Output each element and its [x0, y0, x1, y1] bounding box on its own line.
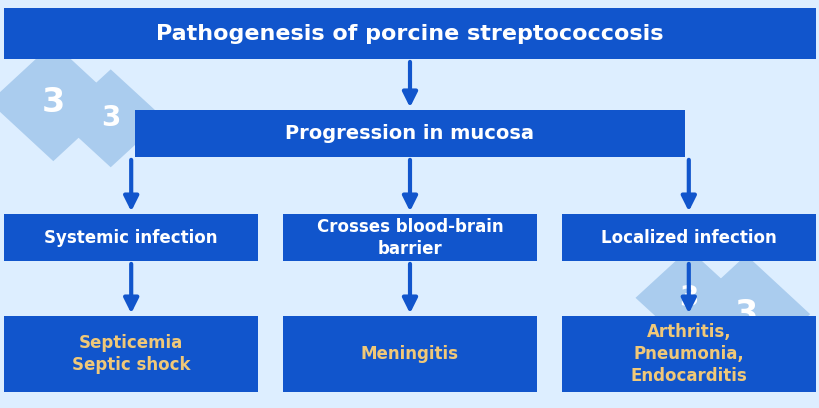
- Text: 3: 3: [101, 104, 120, 132]
- Text: 3: 3: [734, 298, 757, 330]
- FancyBboxPatch shape: [4, 214, 258, 261]
- Text: Localized infection: Localized infection: [600, 228, 776, 247]
- FancyBboxPatch shape: [4, 316, 258, 392]
- Text: Crosses blood-brain
barrier: Crosses blood-brain barrier: [316, 217, 503, 258]
- Text: Meningitis: Meningitis: [360, 345, 459, 363]
- FancyBboxPatch shape: [4, 8, 815, 59]
- Text: Progression in mucosa: Progression in mucosa: [285, 124, 534, 143]
- Text: Arthritis,
Pneumonia,
Endocarditis: Arthritis, Pneumonia, Endocarditis: [630, 323, 746, 385]
- Polygon shape: [635, 249, 741, 347]
- Text: Pathogenesis of porcine streptococcosis: Pathogenesis of porcine streptococcosis: [156, 24, 663, 44]
- Polygon shape: [0, 43, 117, 161]
- FancyBboxPatch shape: [135, 110, 684, 157]
- Text: 3: 3: [42, 86, 65, 118]
- FancyBboxPatch shape: [283, 316, 536, 392]
- FancyBboxPatch shape: [283, 214, 536, 261]
- Polygon shape: [681, 255, 809, 373]
- FancyBboxPatch shape: [561, 214, 815, 261]
- FancyBboxPatch shape: [561, 316, 815, 392]
- Text: 3: 3: [678, 284, 698, 312]
- Polygon shape: [57, 69, 164, 167]
- Text: Systemic infection: Systemic infection: [44, 228, 218, 247]
- Text: Septicemia
Septic shock: Septicemia Septic shock: [72, 334, 190, 374]
